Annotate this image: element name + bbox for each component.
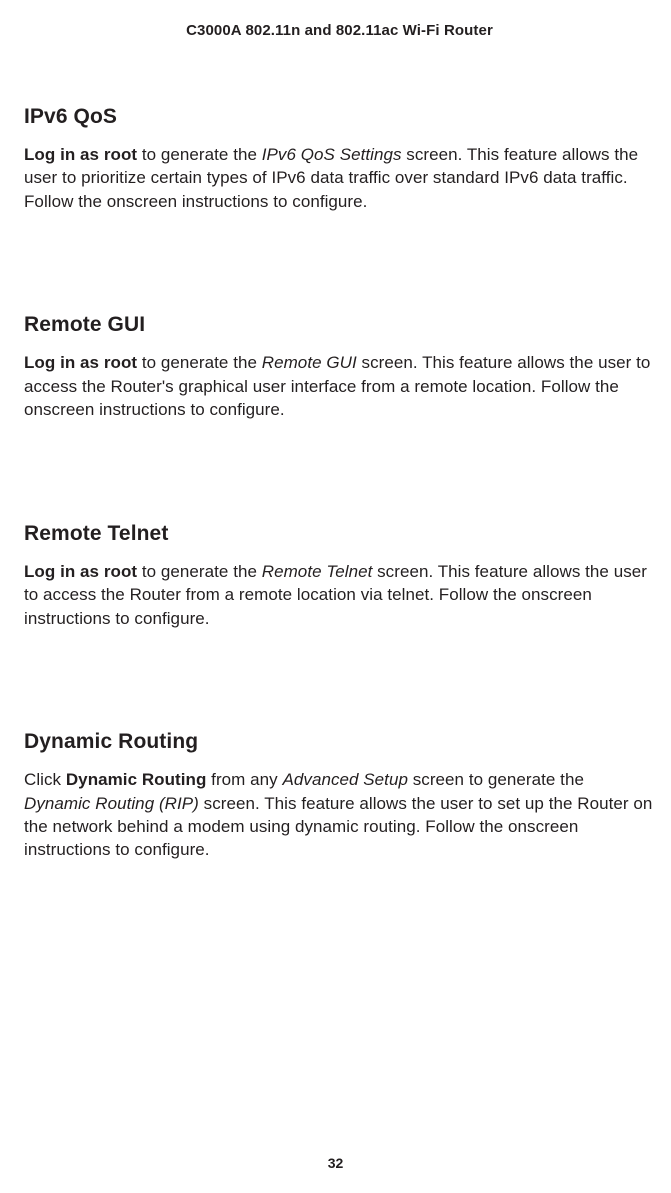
section-ipv6-qos: IPv6 QoS Log in as root to generate the … [24,105,655,213]
section-remote-telnet: Remote Telnet Log in as root to generate… [24,522,655,630]
section-heading: Dynamic Routing [24,730,655,754]
section-remote-gui: Remote GUI Log in as root to generate th… [24,313,655,421]
section-heading: Remote GUI [24,313,655,337]
section-heading: IPv6 QoS [24,105,655,129]
section-body: Log in as root to generate the Remote Te… [24,560,655,630]
document-title: C3000A 802.11n and 802.11ac Wi-Fi Router [24,22,655,39]
section-heading: Remote Telnet [24,522,655,546]
section-body: Click Dynamic Routing from any Advanced … [24,768,655,862]
section-dynamic-routing: Dynamic Routing Click Dynamic Routing fr… [24,730,655,862]
section-body: Log in as root to generate the Remote GU… [24,351,655,421]
page-number: 32 [0,1155,671,1171]
section-body: Log in as root to generate the IPv6 QoS … [24,143,655,213]
